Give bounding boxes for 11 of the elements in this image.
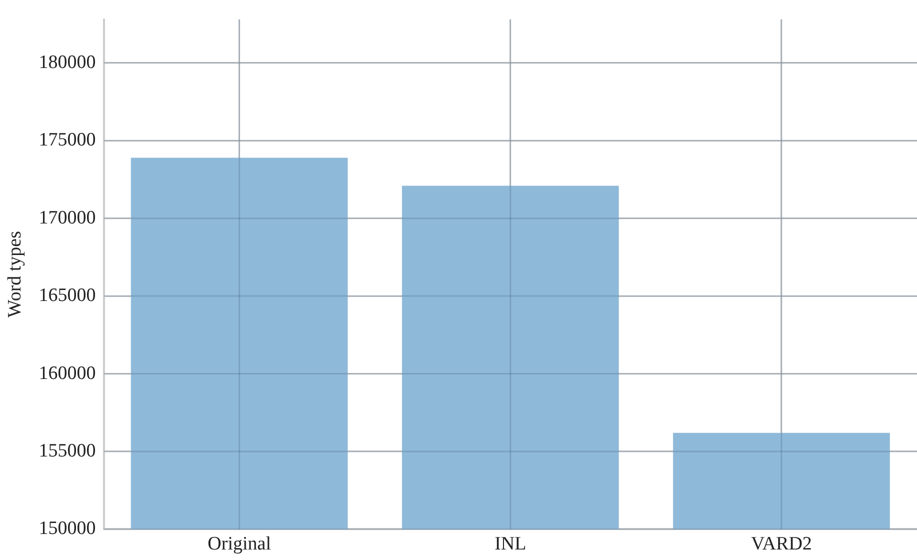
y-tick-label: 175000 (38, 130, 96, 151)
y-tick-label: 150000 (38, 518, 96, 540)
y-axis-title: Word types (4, 230, 26, 318)
y-tick-label: 170000 (38, 207, 96, 228)
y-tick-label: 180000 (38, 52, 96, 73)
y-tick-label: 155000 (38, 440, 96, 462)
x-tick-label: VARD2 (751, 534, 812, 555)
x-tick-label: INL (494, 534, 526, 555)
y-tick-label: 160000 (38, 362, 96, 384)
y-tick-label: 165000 (38, 285, 96, 306)
x-tick-label: Original (208, 534, 271, 555)
